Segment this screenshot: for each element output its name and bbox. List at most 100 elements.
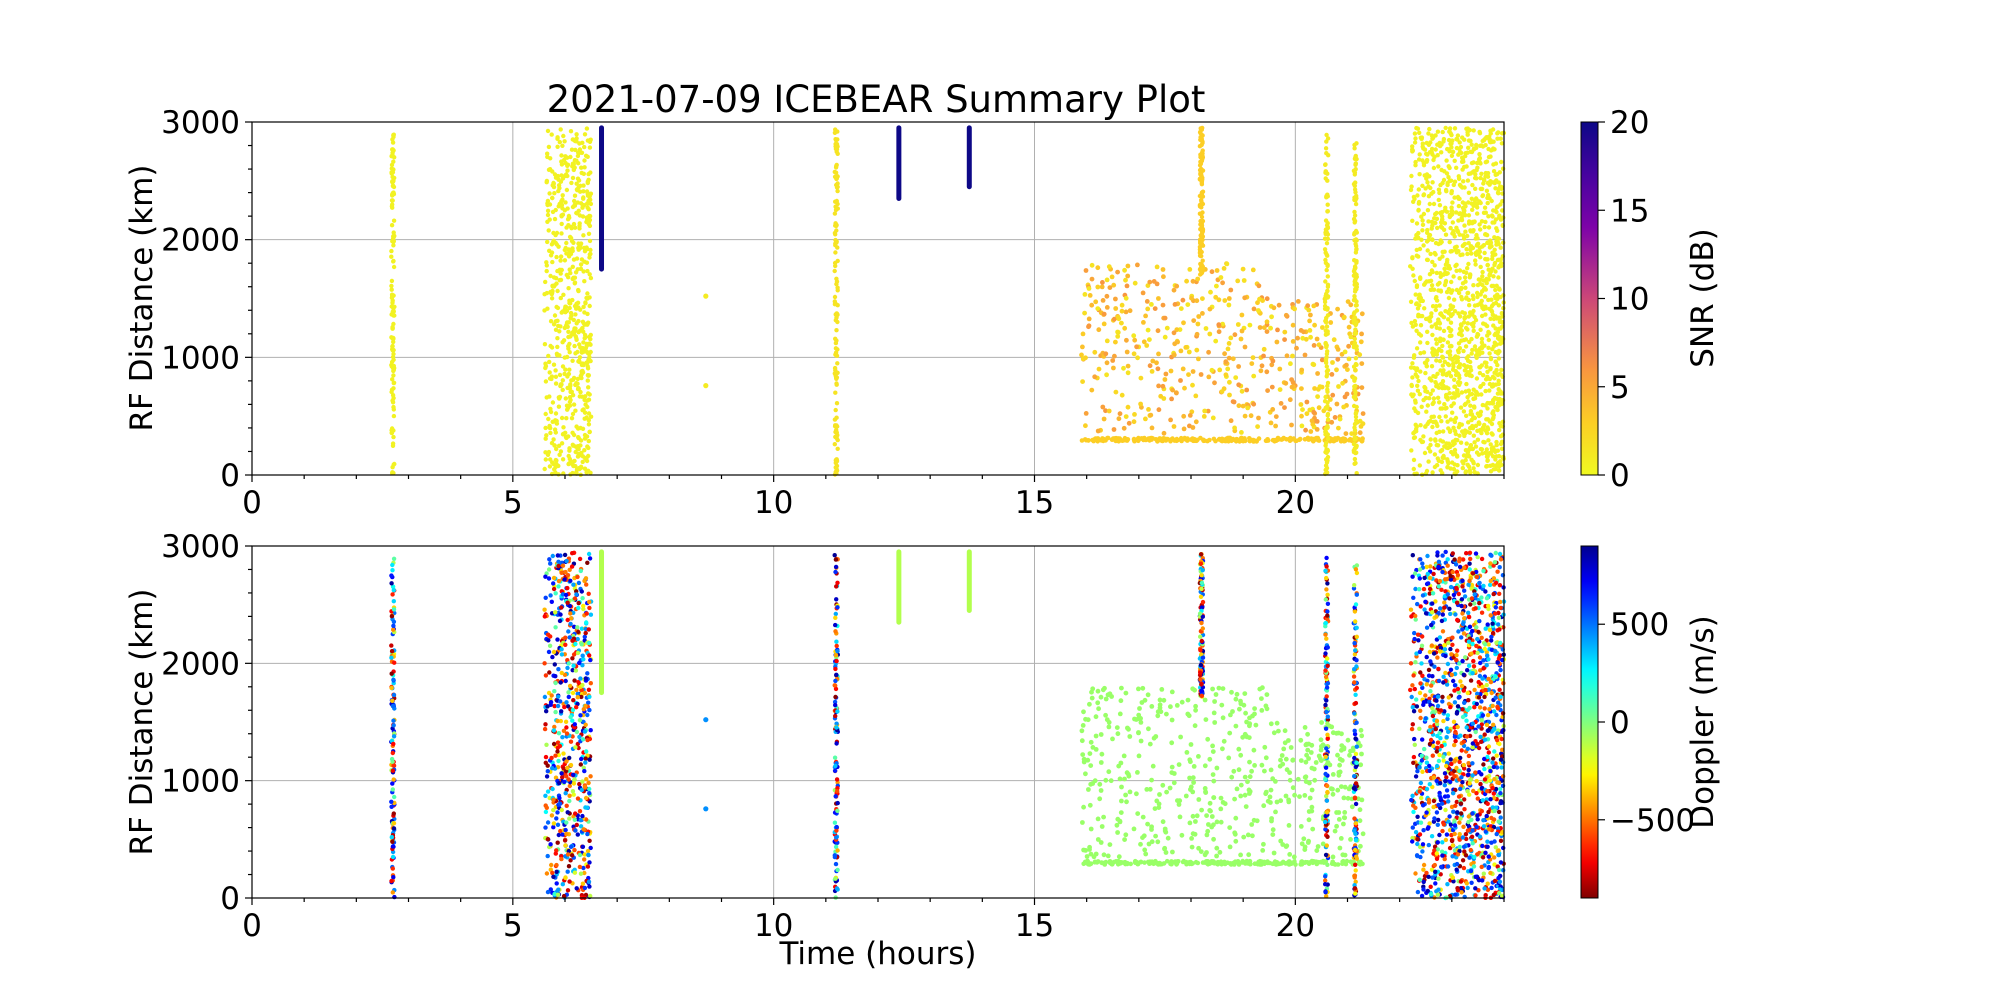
- data-point: [1325, 417, 1331, 422]
- data-point: [1323, 176, 1328, 181]
- data-point: [585, 671, 590, 676]
- data-point: [1465, 251, 1470, 257]
- data-point: [547, 643, 553, 648]
- data-point: [1446, 441, 1452, 446]
- data-point: [1496, 275, 1501, 280]
- data-point: [1202, 697, 1208, 703]
- data-point: [1437, 400, 1442, 405]
- data-point: [1438, 238, 1443, 243]
- data-point: [1286, 823, 1292, 828]
- data-point: [1345, 737, 1351, 743]
- data-point: [1495, 362, 1500, 368]
- data-point: [1236, 382, 1242, 388]
- data-point: [553, 207, 558, 213]
- data-point: [1324, 374, 1329, 379]
- data-point: [1206, 349, 1211, 355]
- data-point: [1413, 136, 1418, 141]
- data-point: [1353, 410, 1359, 415]
- data-point: [1251, 439, 1256, 444]
- data-point: [1353, 190, 1358, 195]
- data-point: [1242, 691, 1248, 696]
- data-point: [1192, 723, 1198, 729]
- data-point: [573, 668, 579, 673]
- data-point: [1353, 389, 1358, 395]
- data-point: [545, 151, 550, 156]
- data-point: [1499, 439, 1505, 444]
- data-point: [1310, 826, 1316, 832]
- data-point: [1462, 185, 1467, 190]
- data-point: [1453, 415, 1459, 421]
- data-point: [1099, 824, 1105, 829]
- data-point: [1163, 371, 1169, 377]
- data-point: [1444, 189, 1449, 194]
- data-point: [1150, 358, 1156, 364]
- data-point: [1144, 787, 1150, 792]
- data-point: [1290, 380, 1296, 385]
- data-point: [553, 411, 559, 416]
- data-point: [1316, 405, 1322, 411]
- data-point: [1159, 687, 1165, 692]
- data-point: [1475, 332, 1481, 337]
- data-point: [1449, 209, 1454, 214]
- data-point: [568, 858, 573, 863]
- data-point: [570, 411, 576, 417]
- data-point: [587, 786, 592, 792]
- data-point: [1276, 302, 1282, 308]
- data-point: [584, 777, 589, 782]
- data-point: [1191, 318, 1197, 323]
- data-point: [1472, 404, 1477, 409]
- data-point: [1298, 737, 1304, 743]
- data-point: [1430, 259, 1435, 265]
- data-point: [1425, 230, 1430, 235]
- data-point: [549, 693, 554, 698]
- data-point: [1341, 821, 1346, 827]
- data-point: [390, 854, 396, 860]
- data-point: [834, 401, 840, 406]
- data-point: [1119, 320, 1124, 326]
- data-point: [1295, 776, 1301, 782]
- data-point: [1090, 745, 1096, 750]
- data-point: [1438, 271, 1443, 276]
- data-point: [834, 672, 839, 677]
- data-point: [1196, 845, 1201, 851]
- data-point: [1479, 430, 1484, 436]
- data-point: [1336, 384, 1341, 389]
- data-point: [1226, 355, 1232, 361]
- data-point: [1276, 728, 1281, 734]
- data-point: [586, 177, 591, 182]
- data-point: [1424, 159, 1429, 164]
- data-point: [1138, 375, 1144, 381]
- data-point: [1109, 274, 1115, 280]
- data-point: [580, 140, 585, 145]
- data-point: [1493, 287, 1498, 293]
- data-point: [562, 779, 567, 785]
- data-point: [1180, 297, 1186, 303]
- data-point: [1273, 809, 1278, 815]
- data-point: [578, 389, 583, 395]
- data-point: [543, 457, 548, 462]
- data-point: [1477, 222, 1482, 227]
- data-point: [1486, 225, 1492, 230]
- data-point: [1323, 426, 1328, 431]
- data-point: [583, 756, 588, 761]
- data-point: [389, 756, 395, 762]
- data-point: [551, 797, 556, 802]
- data-point: [1212, 720, 1218, 725]
- data-point: [1207, 437, 1212, 443]
- data-point: [1359, 733, 1365, 739]
- data-point: [1334, 367, 1339, 373]
- data-point: [567, 367, 572, 372]
- data-point: [833, 241, 838, 246]
- data-point: [581, 196, 586, 201]
- data-point: [1441, 337, 1446, 342]
- data-point: [1185, 302, 1191, 307]
- data-point: [547, 423, 552, 429]
- data-point: [1188, 784, 1194, 790]
- data-point: [1160, 267, 1166, 272]
- data-point: [834, 328, 839, 333]
- data-point: [391, 741, 396, 747]
- data-point: [1179, 699, 1185, 705]
- data-point: [1207, 800, 1213, 806]
- data-point: [390, 562, 395, 568]
- data-point: [389, 878, 394, 884]
